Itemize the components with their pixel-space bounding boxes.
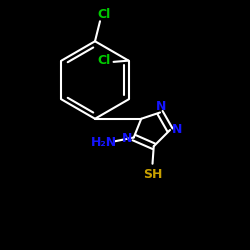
Text: SH: SH: [143, 168, 162, 181]
Text: N: N: [122, 132, 133, 145]
Text: Cl: Cl: [97, 8, 110, 22]
Text: H₂N: H₂N: [91, 136, 117, 149]
Text: N: N: [172, 123, 182, 136]
Text: Cl: Cl: [97, 54, 110, 67]
Text: N: N: [156, 100, 166, 114]
